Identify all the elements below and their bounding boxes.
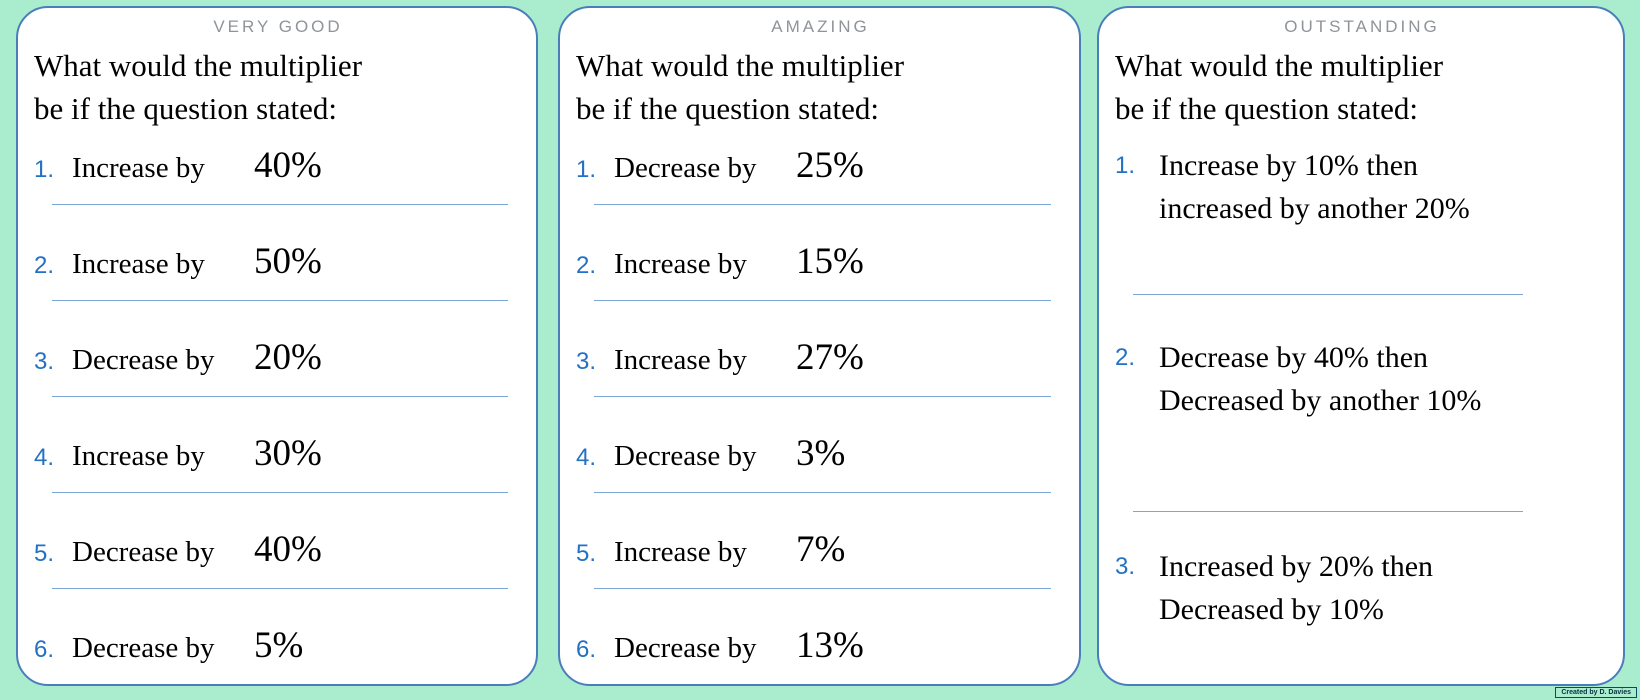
question-text: What would the multiplier be if the ques… [34, 44, 522, 130]
item-number: 3. [1115, 553, 1136, 580]
item-text: Increased by 20% then Decreased by 10% [1159, 545, 1433, 631]
item-value: 15% [796, 241, 864, 282]
divider [52, 588, 508, 589]
panel-title: AMAZING [771, 17, 870, 36]
item-number: 6. [576, 636, 597, 663]
item-value: 25% [796, 145, 864, 186]
item-number: 5. [34, 540, 55, 567]
item-number: 1. [34, 156, 55, 183]
item-label: Increase by [614, 344, 747, 376]
item-line-1: Increase by 10% then [1159, 149, 1419, 182]
item-line-1: Decrease by 40% then [1159, 341, 1429, 374]
item-value: 7% [796, 529, 846, 570]
item-number: 2. [34, 252, 55, 279]
panel-amazing: AMAZING What would the multiplier be if … [558, 6, 1081, 686]
item-line-2: increased by another 20% [1159, 192, 1470, 225]
item-label: Increase by [614, 536, 747, 568]
panel-outstanding: OUTSTANDING What would the multiplier be… [1097, 6, 1625, 686]
item-number: 3. [34, 348, 55, 375]
item-text: Increase by 10% then increased by anothe… [1159, 144, 1470, 230]
item-number: 1. [576, 156, 597, 183]
list-item: 4. Increase by 30% [34, 432, 522, 478]
list-item: 3. Increase by 27% [576, 336, 1065, 382]
item-label: Decrease by [614, 152, 757, 184]
item-value: 3% [796, 433, 846, 474]
question-line-1: What would the multiplier [576, 48, 905, 83]
question-line-2: be if the question stated: [576, 91, 880, 126]
list-item: 2. Increase by 15% [576, 240, 1065, 286]
list-item: 4. Decrease by 3% [576, 432, 1065, 478]
question-line-1: What would the multiplier [1115, 48, 1444, 83]
divider [594, 396, 1051, 397]
divider [1133, 294, 1523, 295]
panel-title: VERY GOOD [213, 17, 343, 36]
list-item: 1. Increase by 40% [34, 144, 522, 190]
item-number: 6. [34, 636, 55, 663]
item-value: 40% [254, 529, 322, 570]
list-item: 6. Decrease by 13% [576, 624, 1065, 670]
item-value: 5% [254, 625, 304, 666]
question-text: What would the multiplier be if the ques… [1115, 44, 1609, 130]
item-number: 2. [1115, 344, 1136, 371]
item-number: 1. [1115, 152, 1136, 179]
item-label: Increase by [614, 248, 747, 280]
item-number: 3. [576, 348, 597, 375]
item-line-1: Increased by 20% then [1159, 550, 1434, 583]
item-number: 5. [576, 540, 597, 567]
panel-title: OUTSTANDING [1284, 17, 1440, 36]
item-value: 27% [796, 337, 864, 378]
question-line-2: be if the question stated: [34, 91, 338, 126]
item-label: Increase by [72, 152, 205, 184]
panel-very-good: VERY GOOD What would the multiplier be i… [16, 6, 538, 686]
credit-badge: Created by D. Davies [1555, 687, 1637, 698]
list-item: 3. Increased by 20% then Decreased by 10… [1115, 545, 1609, 631]
divider [594, 492, 1051, 493]
item-number: 4. [34, 444, 55, 471]
list-item: 6. Decrease by 5% [34, 624, 522, 670]
item-line-2: Decreased by 10% [1159, 593, 1384, 626]
item-text: Decrease by 40% then Decreased by anothe… [1159, 336, 1481, 422]
item-label: Decrease by [72, 536, 215, 568]
item-line-2: Decreased by another 10% [1159, 384, 1482, 417]
item-value: 30% [254, 433, 322, 474]
item-label: Increase by [72, 248, 205, 280]
list-item: 2. Increase by 50% [34, 240, 522, 286]
list-item: 1. Increase by 10% then increased by ano… [1115, 144, 1609, 230]
divider [52, 204, 508, 205]
list-item: 5. Decrease by 40% [34, 528, 522, 574]
divider [52, 300, 508, 301]
question-line-1: What would the multiplier [34, 48, 363, 83]
list-item: 5. Increase by 7% [576, 528, 1065, 574]
item-number: 2. [576, 252, 597, 279]
divider [52, 396, 508, 397]
item-number: 4. [576, 444, 597, 471]
list-item: 1. Decrease by 25% [576, 144, 1065, 190]
item-value: 40% [254, 145, 322, 186]
item-value: 50% [254, 241, 322, 282]
item-value: 13% [796, 625, 864, 666]
list-item: 2. Decrease by 40% then Decreased by ano… [1115, 336, 1609, 422]
item-label: Decrease by [72, 344, 215, 376]
divider [594, 300, 1051, 301]
divider [594, 204, 1051, 205]
item-label: Decrease by [72, 632, 215, 664]
item-label: Decrease by [614, 632, 757, 664]
divider [594, 588, 1051, 589]
item-label: Decrease by [614, 440, 757, 472]
item-value: 20% [254, 337, 322, 378]
question-text: What would the multiplier be if the ques… [576, 44, 1065, 130]
item-label: Increase by [72, 440, 205, 472]
divider [1133, 511, 1523, 512]
list-item: 3. Decrease by 20% [34, 336, 522, 382]
divider [52, 492, 508, 493]
question-line-2: be if the question stated: [1115, 91, 1419, 126]
